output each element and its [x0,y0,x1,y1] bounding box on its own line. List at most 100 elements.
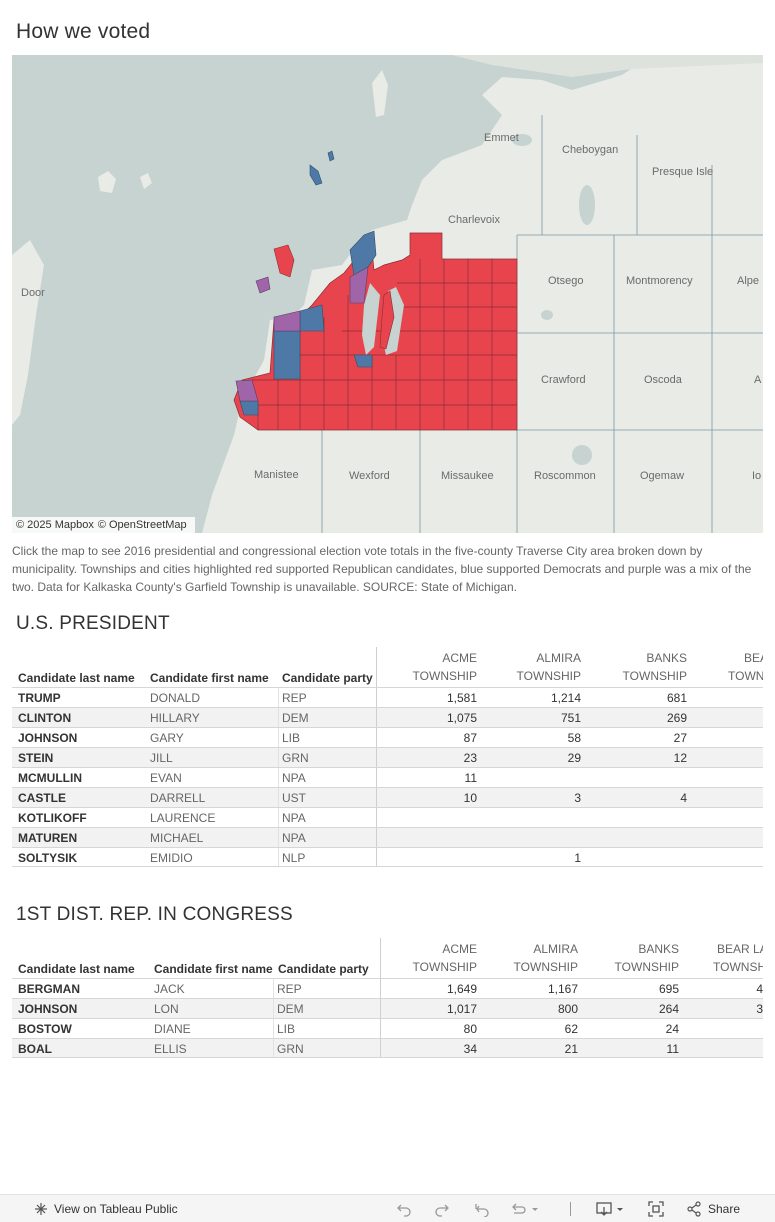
mapbox-attribution[interactable]: © 2025 Mapbox [16,519,94,531]
table-row[interactable]: KOTLIKOFF LAURENCE NPA [12,807,763,827]
party-divider [273,1039,274,1057]
candidate-first-name: DARRELL [150,791,206,805]
candidate-first-name: ELLIS [154,1042,187,1056]
beaver-island-area[interactable] [309,164,323,186]
column-divider [376,728,377,747]
table-row[interactable]: MATUREN MICHAEL NPA [12,827,763,847]
president-table-header: Candidate last name Candidate first name… [12,647,763,687]
label-missaukee: Missaukee [441,470,494,482]
header-last-name: Candidate last name [18,962,135,976]
mixed-area-3[interactable] [235,379,259,402]
vote-count: 24 [665,1022,679,1036]
township-grid [242,259,517,430]
north-manitou-island[interactable] [255,276,271,294]
vote-count: 1,017 [446,1002,477,1016]
redo-button[interactable] [434,1195,450,1222]
table-row[interactable]: SOLTYSIK EMIDIO NLP 1 [12,847,763,867]
label-iosco: Io [752,470,761,482]
election-map[interactable]: Emmet Cheboygan Presque Isle Charlevoix … [12,55,763,533]
candidate-party: GRN [282,751,309,765]
osm-attribution[interactable]: © OpenStreetMap [97,519,187,531]
mixed-area-2[interactable] [349,266,369,304]
view-on-tableau-button[interactable]: View on Tableau Public [34,1195,178,1222]
congress-table-header: Candidate last name Candidate first name… [12,938,763,978]
vote-count: 751 [560,711,581,725]
candidate-party: NPA [282,771,306,785]
header-banks: BANKS TOWNSHIP [614,942,679,974]
map-caption: Click the map to see 2016 presidential a… [12,544,752,594]
refresh-icon [512,1203,538,1214]
old-mission-peninsula[interactable] [379,290,395,350]
toolbar-divider [570,1202,571,1216]
table-row[interactable]: CASTLE DARRELL UST 10 3 4 [12,787,763,807]
party-divider [278,748,279,767]
candidate-last-name: BOAL [18,1042,52,1056]
header-party: Candidate party [278,962,369,976]
revert-button[interactable] [474,1195,490,1222]
tableau-toolbar: View on Tableau Public Share [0,1194,775,1222]
vote-count: 87 [463,731,477,745]
table-row[interactable]: CLINTON HILLARY DEM 1,075 751 269 [12,707,763,727]
small-island-blue[interactable] [327,150,335,162]
candidate-first-name: MICHAEL [150,831,204,845]
view-on-tableau-label: View on Tableau Public [54,1202,178,1216]
democrat-area-empire[interactable] [273,330,301,380]
column-divider [380,1019,381,1038]
label-alpena: Alpe [737,275,759,287]
vote-count: 23 [463,751,477,765]
table-row[interactable]: MCMULLIN EVAN NPA 11 [12,767,763,787]
candidate-party: REP [282,691,307,705]
table-row[interactable]: TRUMP DONALD REP 1,581 1,214 681 [12,687,763,707]
vote-count: 11 [666,1042,679,1056]
label-presque-isle: Presque Isle [652,166,713,178]
candidate-last-name: JOHNSON [18,1002,78,1016]
candidate-first-name: EMIDIO [150,851,193,865]
president-table[interactable]: Candidate last name Candidate first name… [12,647,763,867]
municipalities[interactable] [233,150,518,431]
table-row[interactable]: JOHNSON GARY LIB 87 58 27 [12,727,763,747]
undo-button[interactable] [396,1195,412,1222]
candidate-party: GRN [277,1042,304,1056]
president-section-title: U.S. PRESIDENT [16,613,170,634]
table-row[interactable]: JOHNSON LON DEM 1,017 800 264 3 [12,998,763,1018]
vote-count: 800 [557,1002,578,1016]
congress-table[interactable]: Candidate last name Candidate first name… [12,938,763,1058]
download-button[interactable] [596,1195,626,1222]
candidate-first-name: DONALD [150,691,201,705]
label-emmet: Emmet [484,132,519,144]
vote-count: 80 [463,1022,477,1036]
democrat-area-traverse-city[interactable] [353,354,373,368]
vote-count: 27 [673,731,687,745]
vote-count: 62 [564,1022,578,1036]
vote-count: 1 [574,851,581,865]
table-row[interactable]: STEIN JILL GRN 23 29 12 [12,747,763,767]
south-manitou-island[interactable] [273,244,295,278]
table-row[interactable]: BOAL ELLIS GRN 34 21 11 [12,1038,763,1058]
candidate-last-name: CASTLE [18,791,66,805]
candidate-last-name: STEIN [18,751,54,765]
candidate-party: NLP [282,851,306,865]
map-attribution[interactable]: © 2025 Mapbox © OpenStreetMap [12,517,195,533]
download-icon [596,1202,623,1216]
upper-peninsula [452,55,763,77]
share-icon [687,1201,701,1217]
header-banks: BANKS TOWNSHIP [622,651,687,683]
candidate-first-name: JACK [154,982,185,996]
share-label: Share [708,1202,741,1216]
candidate-party: NPA [282,831,306,845]
party-divider [278,848,279,866]
table-row[interactable]: BERGMAN JACK REP 1,649 1,167 695 4 [12,978,763,998]
candidate-last-name: CLINTON [18,711,72,725]
share-button[interactable]: Share [686,1195,740,1222]
candidate-last-name: TRUMP [18,691,61,705]
island-beaver [372,70,388,117]
party-divider [273,979,274,998]
table-row[interactable]: BOSTOW DIANE LIB 80 62 24 [12,1018,763,1038]
party-divider [278,808,279,827]
column-divider [376,688,377,707]
candidate-first-name: GARY [150,731,184,745]
mixed-area-1[interactable] [273,310,301,332]
fullscreen-button[interactable] [648,1195,664,1222]
map-canvas[interactable]: Emmet Cheboygan Presque Isle Charlevoix … [12,55,763,533]
pause-updates-button[interactable] [510,1195,540,1222]
